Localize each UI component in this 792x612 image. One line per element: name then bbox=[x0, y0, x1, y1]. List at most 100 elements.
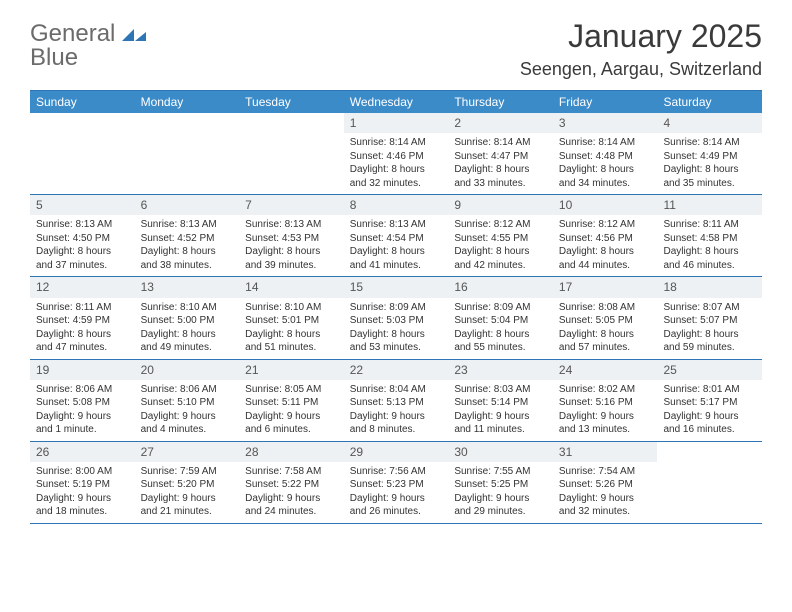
day-body: Sunrise: 8:11 AMSunset: 4:58 PMDaylight:… bbox=[657, 215, 762, 276]
day-cell: 15Sunrise: 8:09 AMSunset: 5:03 PMDayligh… bbox=[344, 277, 449, 358]
day-number: 15 bbox=[344, 277, 449, 297]
header-row: General Blue January 2025 Seengen, Aarga… bbox=[30, 18, 762, 88]
day-cell: 17 Sunrise: 8:08 AMSunset: 5:05 PMDayligh… bbox=[553, 277, 658, 358]
daylight-text: Daylight: 8 hours and 51 minutes. bbox=[245, 328, 338, 355]
daylight-text: Daylight: 8 hours and 57 minutes. bbox=[559, 328, 652, 355]
day-number: 17 bbox=[553, 277, 658, 297]
sunset-text: Sunset: 4:46 PM bbox=[350, 150, 443, 164]
logo-text-gray: General bbox=[30, 20, 115, 47]
day-cell: 1Sunrise: 8:14 AMSunset: 4:46 PMDaylight… bbox=[344, 113, 449, 194]
day-body: Sunrise: 8:14 AMSunset: 4:48 PMDaylight:… bbox=[553, 133, 658, 194]
day-number: 12 bbox=[30, 277, 135, 297]
sunset-text: Sunset: 4:55 PM bbox=[454, 232, 547, 246]
day-cell: 19Sunrise: 8:06 AMSunset: 5:08 PMDayligh… bbox=[30, 360, 135, 441]
day-cell bbox=[239, 113, 344, 194]
sunrise-text: Sunrise: 8:14 AM bbox=[559, 136, 652, 150]
day-cell: 26Sunrise: 8:00 AMSunset: 5:19 PMDayligh… bbox=[30, 442, 135, 523]
sunset-text: Sunset: 5:16 PM bbox=[559, 396, 652, 410]
logo: General Blue bbox=[30, 18, 146, 70]
day-body: Sunrise: 8:04 AMSunset: 5:13 PMDaylight:… bbox=[344, 380, 449, 441]
day-body: Sunrise: 7:55 AMSunset: 5:25 PMDaylight:… bbox=[448, 462, 553, 523]
sunrise-text: Sunrise: 7:54 AM bbox=[559, 465, 652, 479]
daylight-text: Daylight: 8 hours and 42 minutes. bbox=[454, 245, 547, 272]
sunset-text: Sunset: 4:54 PM bbox=[350, 232, 443, 246]
day-body: Sunrise: 8:09 AMSunset: 5:03 PMDaylight:… bbox=[344, 298, 449, 359]
sunset-text: Sunset: 4:50 PM bbox=[36, 232, 129, 246]
day-body: Sunrise: 8:01 AMSunset: 5:17 PMDaylight:… bbox=[657, 380, 762, 441]
day-number: 11 bbox=[657, 195, 762, 215]
sunrise-text: Sunrise: 8:00 AM bbox=[36, 465, 129, 479]
day-cell: 31Sunrise: 7:54 AMSunset: 5:26 PMDayligh… bbox=[553, 442, 658, 523]
daylight-text: Daylight: 8 hours and 37 minutes. bbox=[36, 245, 129, 272]
day-cell: 13Sunrise: 8:10 AMSunset: 5:00 PMDayligh… bbox=[135, 277, 240, 358]
sunrise-text: Sunrise: 8:06 AM bbox=[36, 383, 129, 397]
day-number: 25 bbox=[657, 360, 762, 380]
day-body: Sunrise: 8:13 AMSunset: 4:52 PMDaylight:… bbox=[135, 215, 240, 276]
sunset-text: Sunset: 5:25 PM bbox=[454, 478, 547, 492]
day-body: Sunrise: 8:12 AMSunset: 4:56 PMDaylight:… bbox=[553, 215, 658, 276]
sunrise-text: Sunrise: 8:10 AM bbox=[245, 301, 338, 315]
day-number: 4 bbox=[657, 113, 762, 133]
day-cell: 21Sunrise: 8:05 AMSunset: 5:11 PMDayligh… bbox=[239, 360, 344, 441]
day-cell bbox=[657, 442, 762, 523]
sunset-text: Sunset: 5:17 PM bbox=[663, 396, 756, 410]
sunrise-text: Sunrise: 8:13 AM bbox=[141, 218, 234, 232]
logo-text-block: General Blue bbox=[30, 22, 146, 70]
sunrise-text: Sunrise: 8:14 AM bbox=[663, 136, 756, 150]
day-cell: 14Sunrise: 8:10 AMSunset: 5:01 PMDayligh… bbox=[239, 277, 344, 358]
sunset-text: Sunset: 5:07 PM bbox=[663, 314, 756, 328]
week-row: 5Sunrise: 8:13 AMSunset: 4:50 PMDaylight… bbox=[30, 195, 762, 277]
sunrise-text: Sunrise: 7:59 AM bbox=[141, 465, 234, 479]
day-cell: 22Sunrise: 8:04 AMSunset: 5:13 PMDayligh… bbox=[344, 360, 449, 441]
day-body: Sunrise: 8:14 AMSunset: 4:46 PMDaylight:… bbox=[344, 133, 449, 194]
day-cell bbox=[135, 113, 240, 194]
day-body: Sunrise: 8:07 AMSunset: 5:07 PMDaylight:… bbox=[657, 298, 762, 359]
day-number: 29 bbox=[344, 442, 449, 462]
day-body: Sunrise: 8:14 AMSunset: 4:47 PMDaylight:… bbox=[448, 133, 553, 194]
sunrise-text: Sunrise: 7:55 AM bbox=[454, 465, 547, 479]
sunrise-text: Sunrise: 8:14 AM bbox=[350, 136, 443, 150]
sunrise-text: Sunrise: 8:13 AM bbox=[245, 218, 338, 232]
sunrise-text: Sunrise: 8:03 AM bbox=[454, 383, 547, 397]
sunset-text: Sunset: 4:58 PM bbox=[663, 232, 756, 246]
day-body: Sunrise: 8:10 AMSunset: 5:01 PMDaylight:… bbox=[239, 298, 344, 359]
sunset-text: Sunset: 5:05 PM bbox=[559, 314, 652, 328]
day-cell: 18Sunrise: 8:07 AMSunset: 5:07 PMDayligh… bbox=[657, 277, 762, 358]
day-number: 14 bbox=[239, 277, 344, 297]
sunrise-text: Sunrise: 8:11 AM bbox=[36, 301, 129, 315]
day-number: 27 bbox=[135, 442, 240, 462]
daylight-text: Daylight: 9 hours and 8 minutes. bbox=[350, 410, 443, 437]
daylight-text: Daylight: 9 hours and 16 minutes. bbox=[663, 410, 756, 437]
sunset-text: Sunset: 5:20 PM bbox=[141, 478, 234, 492]
day-body: Sunrise: 8:13 AMSunset: 4:54 PMDaylight:… bbox=[344, 215, 449, 276]
daylight-text: Daylight: 9 hours and 1 minute. bbox=[36, 410, 129, 437]
daylight-text: Daylight: 9 hours and 24 minutes. bbox=[245, 492, 338, 519]
sunrise-text: Sunrise: 8:12 AM bbox=[454, 218, 547, 232]
day-cell: 9Sunrise: 8:12 AMSunset: 4:55 PMDaylight… bbox=[448, 195, 553, 276]
daylight-text: Daylight: 8 hours and 35 minutes. bbox=[663, 163, 756, 190]
sunrise-text: Sunrise: 8:02 AM bbox=[559, 383, 652, 397]
day-cell: 12Sunrise: 8:11 AMSunset: 4:59 PMDayligh… bbox=[30, 277, 135, 358]
day-cell: 4Sunrise: 8:14 AMSunset: 4:49 PMDaylight… bbox=[657, 113, 762, 194]
day-body: Sunrise: 7:59 AMSunset: 5:20 PMDaylight:… bbox=[135, 462, 240, 523]
day-cell: 29Sunrise: 7:56 AMSunset: 5:23 PMDayligh… bbox=[344, 442, 449, 523]
sunset-text: Sunset: 4:56 PM bbox=[559, 232, 652, 246]
logo-triangles-icon bbox=[122, 28, 146, 45]
day-body: Sunrise: 8:11 AMSunset: 4:59 PMDaylight:… bbox=[30, 298, 135, 359]
daylight-text: Daylight: 9 hours and 11 minutes. bbox=[454, 410, 547, 437]
sunrise-text: Sunrise: 8:01 AM bbox=[663, 383, 756, 397]
daylight-text: Daylight: 8 hours and 34 minutes. bbox=[559, 163, 652, 190]
sunrise-text: Sunrise: 8:08 AM bbox=[559, 301, 652, 315]
week-row: 12Sunrise: 8:11 AMSunset: 4:59 PMDayligh… bbox=[30, 277, 762, 359]
day-body: Sunrise: 8:06 AMSunset: 5:08 PMDaylight:… bbox=[30, 380, 135, 441]
sunset-text: Sunset: 5:08 PM bbox=[36, 396, 129, 410]
day-number: 21 bbox=[239, 360, 344, 380]
sunset-text: Sunset: 5:22 PM bbox=[245, 478, 338, 492]
day-cell: 6Sunrise: 8:13 AMSunset: 4:52 PMDaylight… bbox=[135, 195, 240, 276]
day-number: 30 bbox=[448, 442, 553, 462]
day-number: 20 bbox=[135, 360, 240, 380]
sunset-text: Sunset: 5:14 PM bbox=[454, 396, 547, 410]
day-cell: 30Sunrise: 7:55 AMSunset: 5:25 PMDayligh… bbox=[448, 442, 553, 523]
weekday-header: Monday bbox=[135, 91, 240, 113]
sunrise-text: Sunrise: 8:09 AM bbox=[454, 301, 547, 315]
